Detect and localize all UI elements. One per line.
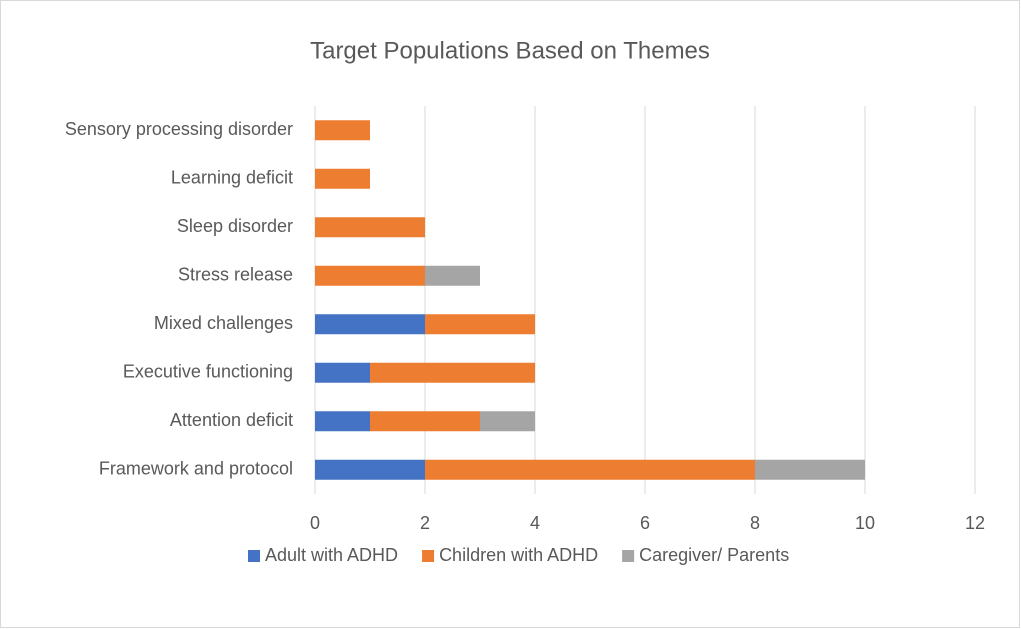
bar-segment: [370, 362, 535, 383]
bar-segment: [315, 411, 370, 432]
y-tick-label: Sleep disorder: [177, 216, 293, 236]
bar-segment: [315, 217, 425, 238]
bar-segment: [315, 120, 370, 141]
x-tick-label: 10: [855, 513, 875, 533]
legend-swatch: [622, 550, 635, 562]
x-tick-label: 8: [750, 513, 760, 533]
y-tick-label: Attention deficit: [170, 410, 293, 430]
x-tick-label: 12: [965, 513, 985, 533]
bar-segment: [315, 459, 425, 480]
legend-label: Children with ADHD: [439, 545, 598, 565]
bar-segment: [315, 362, 370, 383]
y-tick-label: Mixed challenges: [154, 313, 293, 333]
legend-swatch: [248, 550, 260, 562]
legend-label: Caregiver/ Parents: [639, 545, 789, 565]
x-tick-label: 4: [530, 513, 540, 533]
bar-segment: [315, 168, 370, 189]
y-tick-label: Learning deficit: [171, 168, 293, 188]
x-tick-label: 6: [640, 513, 650, 533]
legend-swatch: [422, 550, 435, 562]
chart-title: Target Populations Based on Themes: [310, 37, 710, 64]
bar-segment: [315, 314, 425, 335]
bar-segment: [755, 459, 865, 480]
legend-label: Adult with ADHD: [265, 545, 398, 565]
bar-segment: [425, 314, 535, 335]
bar-segment: [425, 459, 755, 480]
y-tick-label: Framework and protocol: [99, 459, 293, 479]
bar-segment: [425, 265, 480, 286]
y-tick-label: Sensory processing disorder: [65, 119, 293, 139]
x-tick-label: 0: [310, 513, 320, 533]
x-tick-label: 2: [420, 513, 430, 533]
bar-segment: [315, 265, 425, 286]
y-tick-label: Executive functioning: [123, 362, 293, 382]
bar-segment: [370, 411, 480, 432]
y-tick-label: Stress release: [178, 265, 293, 285]
bar-segment: [480, 411, 535, 432]
